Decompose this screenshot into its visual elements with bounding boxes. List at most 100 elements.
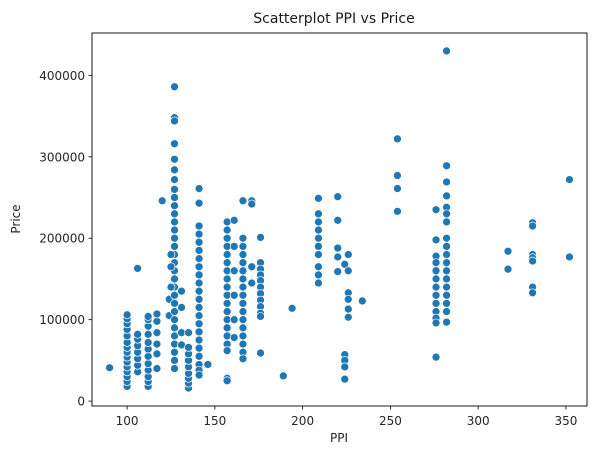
data-points bbox=[105, 46, 574, 393]
scatter-point bbox=[170, 82, 179, 92]
scatter-point bbox=[256, 312, 265, 321]
y-axis-ticks: 0 100000 200000 300000 400000 bbox=[39, 69, 92, 409]
scatter-point bbox=[152, 328, 162, 338]
scatter-point bbox=[442, 307, 451, 316]
scatter-point bbox=[184, 343, 193, 352]
scatter-point bbox=[314, 225, 323, 235]
scatter-point bbox=[247, 199, 257, 209]
scatter-point bbox=[177, 286, 186, 296]
scatter-point bbox=[431, 352, 441, 362]
scatter-point bbox=[442, 161, 451, 171]
scatter-point bbox=[442, 274, 451, 284]
scatter-point bbox=[203, 360, 213, 369]
scatter-point bbox=[343, 312, 353, 322]
scatter-point bbox=[238, 290, 248, 300]
scatter-point bbox=[343, 266, 353, 276]
scatter-point bbox=[314, 217, 323, 227]
x-tick-label: 150 bbox=[203, 414, 226, 428]
scatter-point bbox=[170, 139, 179, 149]
scatter-point bbox=[194, 335, 204, 345]
scatter-point bbox=[256, 348, 265, 358]
scatter-point bbox=[340, 362, 350, 372]
scatter-point bbox=[222, 258, 232, 268]
scatter-point bbox=[333, 192, 343, 202]
scatter-point bbox=[229, 315, 239, 325]
scatter-point bbox=[194, 184, 204, 193]
scatter-point bbox=[442, 282, 451, 292]
scatter-point bbox=[238, 282, 248, 292]
scatter-point bbox=[442, 299, 451, 308]
scatter-point bbox=[170, 209, 179, 219]
scatter-point bbox=[194, 319, 204, 329]
scatter-point bbox=[222, 233, 232, 243]
scatter-point bbox=[442, 242, 451, 251]
scatter-point bbox=[229, 333, 239, 342]
y-axis-title: Price bbox=[9, 204, 23, 233]
scatter-point bbox=[431, 274, 441, 284]
scatter-point bbox=[431, 235, 441, 245]
scatter-point bbox=[314, 193, 323, 203]
scatter-point bbox=[503, 264, 513, 274]
scatter-point bbox=[170, 201, 179, 211]
scatter-point bbox=[442, 266, 451, 276]
scatter-point bbox=[222, 299, 232, 308]
y-tick-label: 200000 bbox=[39, 232, 85, 246]
scatter-point bbox=[222, 323, 232, 333]
scatter-point bbox=[333, 243, 343, 253]
scatter-point bbox=[194, 254, 204, 263]
scatter-point bbox=[170, 242, 179, 251]
y-tick-label: 400000 bbox=[39, 69, 85, 83]
scatter-point bbox=[442, 317, 451, 327]
x-tick-label: 250 bbox=[379, 414, 402, 428]
scatter-point bbox=[442, 191, 451, 201]
chart-title: Scatterplot PPI vs Price bbox=[253, 11, 414, 27]
scatter-point bbox=[143, 351, 153, 361]
scatter-point bbox=[314, 209, 323, 219]
scatter-point bbox=[442, 46, 451, 56]
scatter-point bbox=[431, 258, 441, 268]
scatter-point bbox=[229, 266, 239, 276]
scatter-point bbox=[442, 233, 451, 243]
scatter-point bbox=[287, 303, 297, 313]
scatter-point bbox=[528, 256, 537, 266]
scatter-point bbox=[256, 233, 265, 242]
scatter-point bbox=[177, 303, 186, 312]
scatter-point bbox=[170, 116, 179, 126]
scatter-point bbox=[170, 315, 179, 325]
scatter-point bbox=[238, 266, 248, 276]
scatter-point bbox=[431, 266, 441, 276]
scatter-point bbox=[157, 196, 167, 206]
scatter-point bbox=[143, 329, 153, 339]
scatter-point bbox=[194, 270, 204, 280]
scatter-point bbox=[170, 185, 179, 194]
scatter-point bbox=[166, 250, 176, 259]
scatter-point bbox=[393, 207, 402, 216]
scatter-point bbox=[528, 288, 537, 298]
scatter-point bbox=[238, 274, 248, 284]
scatter-point bbox=[143, 338, 153, 347]
scatter-point bbox=[503, 246, 513, 256]
scatter-point bbox=[222, 282, 232, 292]
scatter-point bbox=[431, 205, 441, 215]
y-tick-label: 100000 bbox=[39, 313, 85, 327]
scatter-point bbox=[166, 262, 176, 272]
scatter-point bbox=[238, 339, 248, 349]
scatter-point bbox=[442, 177, 451, 187]
x-tick-label: 350 bbox=[554, 414, 577, 428]
scatter-point bbox=[170, 175, 179, 184]
scatter-point bbox=[238, 307, 248, 316]
scatter-point bbox=[238, 242, 248, 251]
scatter-point bbox=[340, 374, 350, 384]
scatter-point bbox=[152, 316, 162, 326]
scatter-point bbox=[194, 246, 204, 255]
scatter-point bbox=[143, 359, 153, 369]
scatter-point bbox=[229, 242, 239, 251]
scatter-point bbox=[238, 331, 248, 341]
x-tick-label: 200 bbox=[291, 414, 314, 428]
scatter-point bbox=[194, 237, 204, 247]
x-axis-title: PPI bbox=[330, 431, 348, 445]
y-tick-label: 300000 bbox=[39, 150, 85, 164]
scatter-point bbox=[152, 364, 162, 373]
scatter-point bbox=[333, 252, 343, 262]
scatter-point bbox=[393, 171, 402, 180]
